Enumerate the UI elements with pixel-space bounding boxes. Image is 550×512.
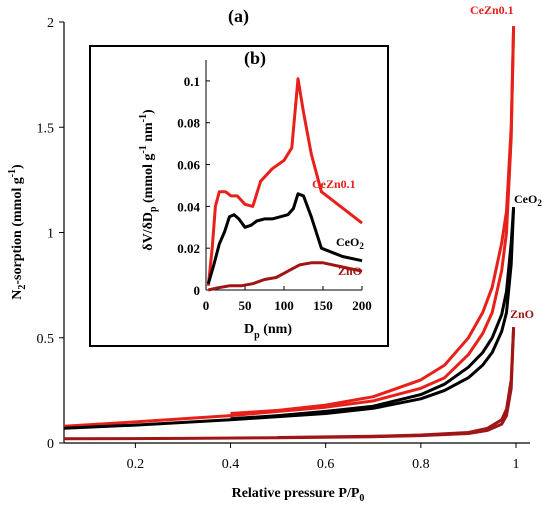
inset-x-label-post: (nm) xyxy=(260,322,293,337)
inset-y-label-sup: -1 xyxy=(138,145,149,153)
inset-series-label-CeZn0.1: CeZn0.1 xyxy=(312,177,356,191)
inset-axis-ticks: 0 50 100 150 200 0 0.02 0.04 0.06 0.08 0.1 xyxy=(177,74,372,313)
inset-y-label-sup2: -1 xyxy=(138,114,149,122)
series-label-ZnO: ZnO xyxy=(510,307,534,321)
main-x-tick-label: 0.2 xyxy=(127,457,145,472)
inset-series-group xyxy=(206,77,363,292)
inset-x-label-main: D xyxy=(244,322,254,337)
inset-y-label: δV/δDp (mmol g-1 nm-1) xyxy=(138,109,159,251)
inset-series-line-ZnO xyxy=(207,261,363,292)
main-y-label-end: ) xyxy=(10,164,25,169)
main-series-line-CeZn0.1-adsorption xyxy=(63,26,516,428)
main-y-label-sub: 2 xyxy=(17,285,28,290)
main-x-tick-label: 1 xyxy=(513,457,520,472)
inset-y-tick-label: 0.04 xyxy=(177,199,200,214)
series-label-CeZn0.1: CeZn0.1 xyxy=(470,3,514,17)
inset-y-tick-label: 0.06 xyxy=(177,158,200,173)
main-series-group xyxy=(63,26,516,441)
main-series-line-ZnO-desorption xyxy=(278,327,516,439)
inset-y-label-sub: p xyxy=(148,206,159,212)
inset-y-tick-label: 0 xyxy=(194,283,201,298)
inset-y-tick-label: 0.02 xyxy=(177,241,200,256)
inset-y-tick-label: 0.08 xyxy=(177,116,200,131)
panel-label-b: (b) xyxy=(244,48,266,69)
inset-x-tick-label: 50 xyxy=(239,298,252,313)
main-y-tick-label: 1.5 xyxy=(37,121,55,136)
main-x-label: Relative pressure P/P0 xyxy=(232,486,365,504)
main-y-tick-label: 0 xyxy=(47,437,54,452)
inset-y-tick-label: 0.1 xyxy=(184,74,200,89)
inset-series-label-ZnO: ZnO xyxy=(338,264,362,278)
main-y-label-sup: -1 xyxy=(7,169,18,177)
inset-series-line-CeZn0.1 xyxy=(206,77,363,286)
main-y-label-post: -sorption (mmol g xyxy=(10,177,25,284)
main-x-tick-label: 0.8 xyxy=(412,457,430,472)
inset-series-label-CeO2: CeO2 xyxy=(336,235,364,251)
main-y-tick-label: 0.5 xyxy=(37,332,55,347)
main-y-label: N2-sorption (mmol g-1) xyxy=(7,164,28,300)
inset-x-tick-label: 0 xyxy=(203,298,210,313)
ceo2-label-main: CeO xyxy=(514,192,537,206)
inset-x-label: Dp (nm) xyxy=(244,322,292,341)
main-y-tick-label: 1 xyxy=(47,227,54,242)
inset-x-tick-label: 100 xyxy=(274,298,294,313)
panel-label-a: (a) xyxy=(228,6,249,27)
inset-y-label-pre: δV/δD xyxy=(141,212,156,251)
series-label-CeO2: CeO2 xyxy=(514,192,542,208)
main-x-tick-label: 0.4 xyxy=(222,457,240,472)
inset-ceo2-main: CeO xyxy=(336,235,359,249)
inset-ceo2-sub: 2 xyxy=(359,241,364,251)
inset-series-line-CeO2 xyxy=(206,192,363,285)
inset-y-label-post2: nm xyxy=(141,122,156,145)
main-y-label-pre: N xyxy=(10,290,25,300)
main-x-label-sub: 0 xyxy=(359,493,364,504)
inset-x-tick-label: 200 xyxy=(352,298,372,313)
main-y-tick-label: 2 xyxy=(47,16,54,31)
inset-x-label-sub: p xyxy=(254,330,260,341)
inset-y-label-end: ) xyxy=(141,109,156,114)
main-x-label-text: Relative pressure P/P xyxy=(232,486,360,501)
main-series-line-CeZn0.1-desorption xyxy=(230,26,516,415)
main-x-tick-label: 0.6 xyxy=(317,457,335,472)
main-series-line-CeO2-desorption xyxy=(230,207,516,421)
inset-y-label-post: (mmol g xyxy=(141,154,156,207)
inset-x-tick-label: 150 xyxy=(313,298,333,313)
main-axis-ticks: 0.2 0.4 0.6 0.8 1 0 0.5 1 1.5 2 xyxy=(37,16,520,472)
ceo2-label-sub: 2 xyxy=(537,198,542,208)
